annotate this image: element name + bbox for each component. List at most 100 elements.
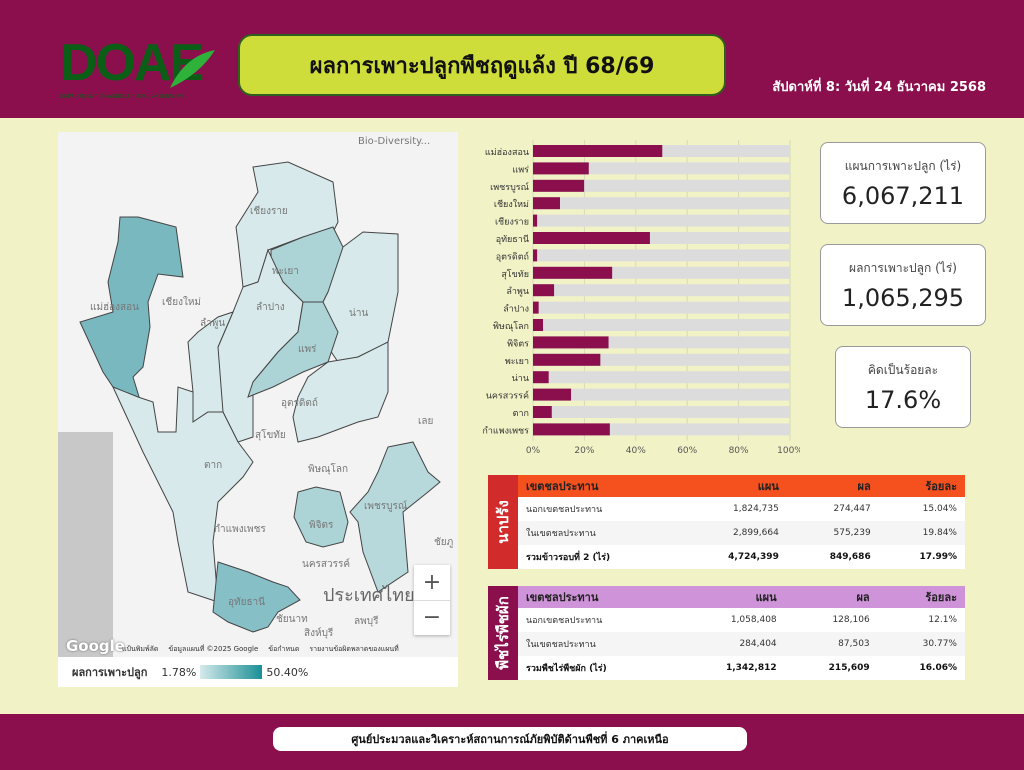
legend-max: 50.40% xyxy=(266,665,309,679)
report-date: สัปดาห์ที่ 8: วันที่ 24 ธันวาคม 2568 xyxy=(772,80,986,95)
report-error-link[interactable]: รายงานข้อผิดพลาดของแผนที่ xyxy=(309,645,399,653)
col-header: ผล xyxy=(856,591,870,604)
legend-color-ramp xyxy=(200,665,263,679)
map-label: เชียงราย xyxy=(250,206,288,217)
bar-remainder xyxy=(533,284,790,297)
category-label: อุทัยธานี xyxy=(496,234,529,245)
map-label: ชัยนาท xyxy=(276,614,308,625)
google-logo: Google xyxy=(66,637,125,655)
bar xyxy=(533,423,610,436)
category-label: พิจิตร xyxy=(507,338,529,349)
map-label-country: ประเทศไทย xyxy=(323,585,415,606)
map-data-text: ข้อมูลแผนที่ ©2025 Google xyxy=(168,645,259,653)
bar xyxy=(533,214,538,227)
bar xyxy=(533,353,601,366)
bar-remainder xyxy=(533,301,790,314)
category-label: เชียงใหม่ xyxy=(494,199,529,210)
bar xyxy=(533,249,538,262)
bar xyxy=(533,336,609,349)
map-label: แม่ฮ่องสอน xyxy=(90,302,139,313)
kpi-label: แผนการเพาะปลูก (ไร่) xyxy=(844,159,962,173)
category-label: เพชรบูรณ์ xyxy=(490,181,529,193)
bar xyxy=(533,197,560,210)
map-label: สิงห์บุรี xyxy=(304,628,334,639)
category-label: พิษณุโลก xyxy=(493,321,529,332)
category-label: เชียงราย xyxy=(495,217,529,228)
province-uttaradit xyxy=(292,341,389,443)
col-header: เขตชลประทาน xyxy=(526,480,599,493)
table-total-row: รวมข้าวรอบที่ 2 (ไร่) 4,724,399 849,686 17.… xyxy=(518,545,965,569)
kpi-label: ผลการเพาะปลูก (ไร่) xyxy=(849,261,957,275)
map-label: ลำปาง xyxy=(256,302,285,313)
col-header: ผล xyxy=(857,480,871,493)
bar xyxy=(533,232,650,244)
category-label: ลำปาง xyxy=(503,304,529,315)
x-tick-label: 80% xyxy=(729,446,749,456)
table-row: นอกเขตชลประทาน 1,058,408 128,106 12.1% xyxy=(518,608,965,632)
bar-remainder xyxy=(533,197,790,210)
bar xyxy=(533,301,539,314)
bar-remainder xyxy=(533,179,790,192)
table-row: ในเขตชลประทาน 284,404 87,503 30.77% xyxy=(518,632,965,656)
category-label: สุโขทัย xyxy=(501,269,529,280)
terms-link[interactable]: ข้อกำหนด xyxy=(268,645,300,653)
province-phichit xyxy=(293,486,349,548)
category-label: กำแพงเพชร xyxy=(482,425,529,436)
legend-min: 1.78% xyxy=(161,665,197,679)
bar xyxy=(533,145,663,157)
x-tick-label: 100% xyxy=(777,446,800,456)
map-label: พิจิตร xyxy=(309,520,334,531)
bar-remainder xyxy=(533,319,790,331)
svg-text:DEPARTMENT OF AGRICULTURAL EXT: DEPARTMENT OF AGRICULTURAL EXTENSION xyxy=(60,94,183,100)
footer-label: ศูนย์ประมวลและวิเคราะห์สถานการณ์ภัยพิบัต… xyxy=(273,727,747,751)
col-header: ร้อยละ xyxy=(925,591,957,604)
col-header: แผน xyxy=(757,480,779,493)
table-field-crops: พืชไร่พืชผัก เขตชลประทาน แผน ผล ร้อยละ นอกเ… xyxy=(488,586,965,680)
kpi-percent: คิดเป็นร้อยละ 17.6% xyxy=(835,346,971,428)
map-label: ตาก xyxy=(204,460,223,471)
map-label: เชียงใหม่ xyxy=(162,297,202,308)
map-label: แพร่ xyxy=(298,344,317,355)
svg-text:DOAE: DOAE xyxy=(60,34,203,92)
zoom-out-button[interactable]: − xyxy=(414,599,450,636)
map-legend: ผลการเพาะปลูก 1.78% 50.40% xyxy=(58,657,458,687)
kpi-result: ผลการเพาะปลูก (ไร่) 1,065,295 xyxy=(820,244,986,326)
kpi-value: 6,067,211 xyxy=(841,182,965,210)
category-label: แม่ฮ่องสอน xyxy=(485,148,529,158)
col-header: ร้อยละ xyxy=(925,480,957,493)
kpi-label: คิดเป็นร้อยละ xyxy=(867,363,939,377)
kpi-plan: แผนการเพาะปลูก (ไร่) 6,067,211 xyxy=(820,142,986,224)
map-label: ชัยภู xyxy=(434,537,454,548)
map-label: ลำพูน xyxy=(200,318,226,329)
category-label: แพร่ xyxy=(512,165,529,175)
province-phrae xyxy=(247,301,339,398)
province-uthai-thani xyxy=(212,561,301,633)
bar xyxy=(533,388,572,401)
map-label: พะเยา xyxy=(272,266,299,277)
table-rice: นาปรัง เขตชลประทาน แผน ผล ร้อยละ นอกเขตชลปร… xyxy=(488,475,965,569)
map-label: สุโขทัย xyxy=(255,430,286,441)
map-label: เลย xyxy=(418,416,434,427)
x-tick-label: 20% xyxy=(574,446,594,456)
bar xyxy=(533,162,589,175)
bar-remainder xyxy=(533,388,790,401)
province-bar-chart: 0% 20% 40% 60% 80% 100% แม่ฮ่องสอนแพร่เพชรบูรณ… xyxy=(482,140,800,456)
table-total-row: รวมพืชไร่พืชผัก (ไร่) 1,342,812 215,609 16.… xyxy=(518,656,965,680)
kpi-value: 1,065,295 xyxy=(841,284,965,312)
category-label: ตาก xyxy=(513,409,529,419)
doae-logo: DOAE DEPARTMENT OF AGRICULTURAL EXTENSIO… xyxy=(60,34,215,100)
bar-remainder xyxy=(533,249,790,262)
zoom-in-button[interactable]: + xyxy=(422,569,442,595)
map-label: ลพบุรี xyxy=(354,616,379,627)
category-label: อุตรดิตถ์ xyxy=(496,250,529,262)
bar xyxy=(533,266,613,279)
province-map[interactable]: Bio-Diversity... เชียงราย แม่ฮ่องสอน เชี… xyxy=(58,132,458,657)
map-zoom-controls: + − xyxy=(414,565,450,635)
table-row: ในเขตชลประทาน 2,899,664 575,239 19.84% xyxy=(518,521,965,545)
legend-label: ผลการเพาะปลูก xyxy=(72,666,148,679)
keyboard-shortcuts-link[interactable]: แป้นพิมพ์ลัด xyxy=(122,645,159,653)
map-label: เพชรบูรณ์ xyxy=(364,501,408,512)
province-tak xyxy=(112,386,254,603)
category-label: พะเยา xyxy=(505,357,529,367)
map-label: อุตรดิตถ์ xyxy=(281,398,318,409)
